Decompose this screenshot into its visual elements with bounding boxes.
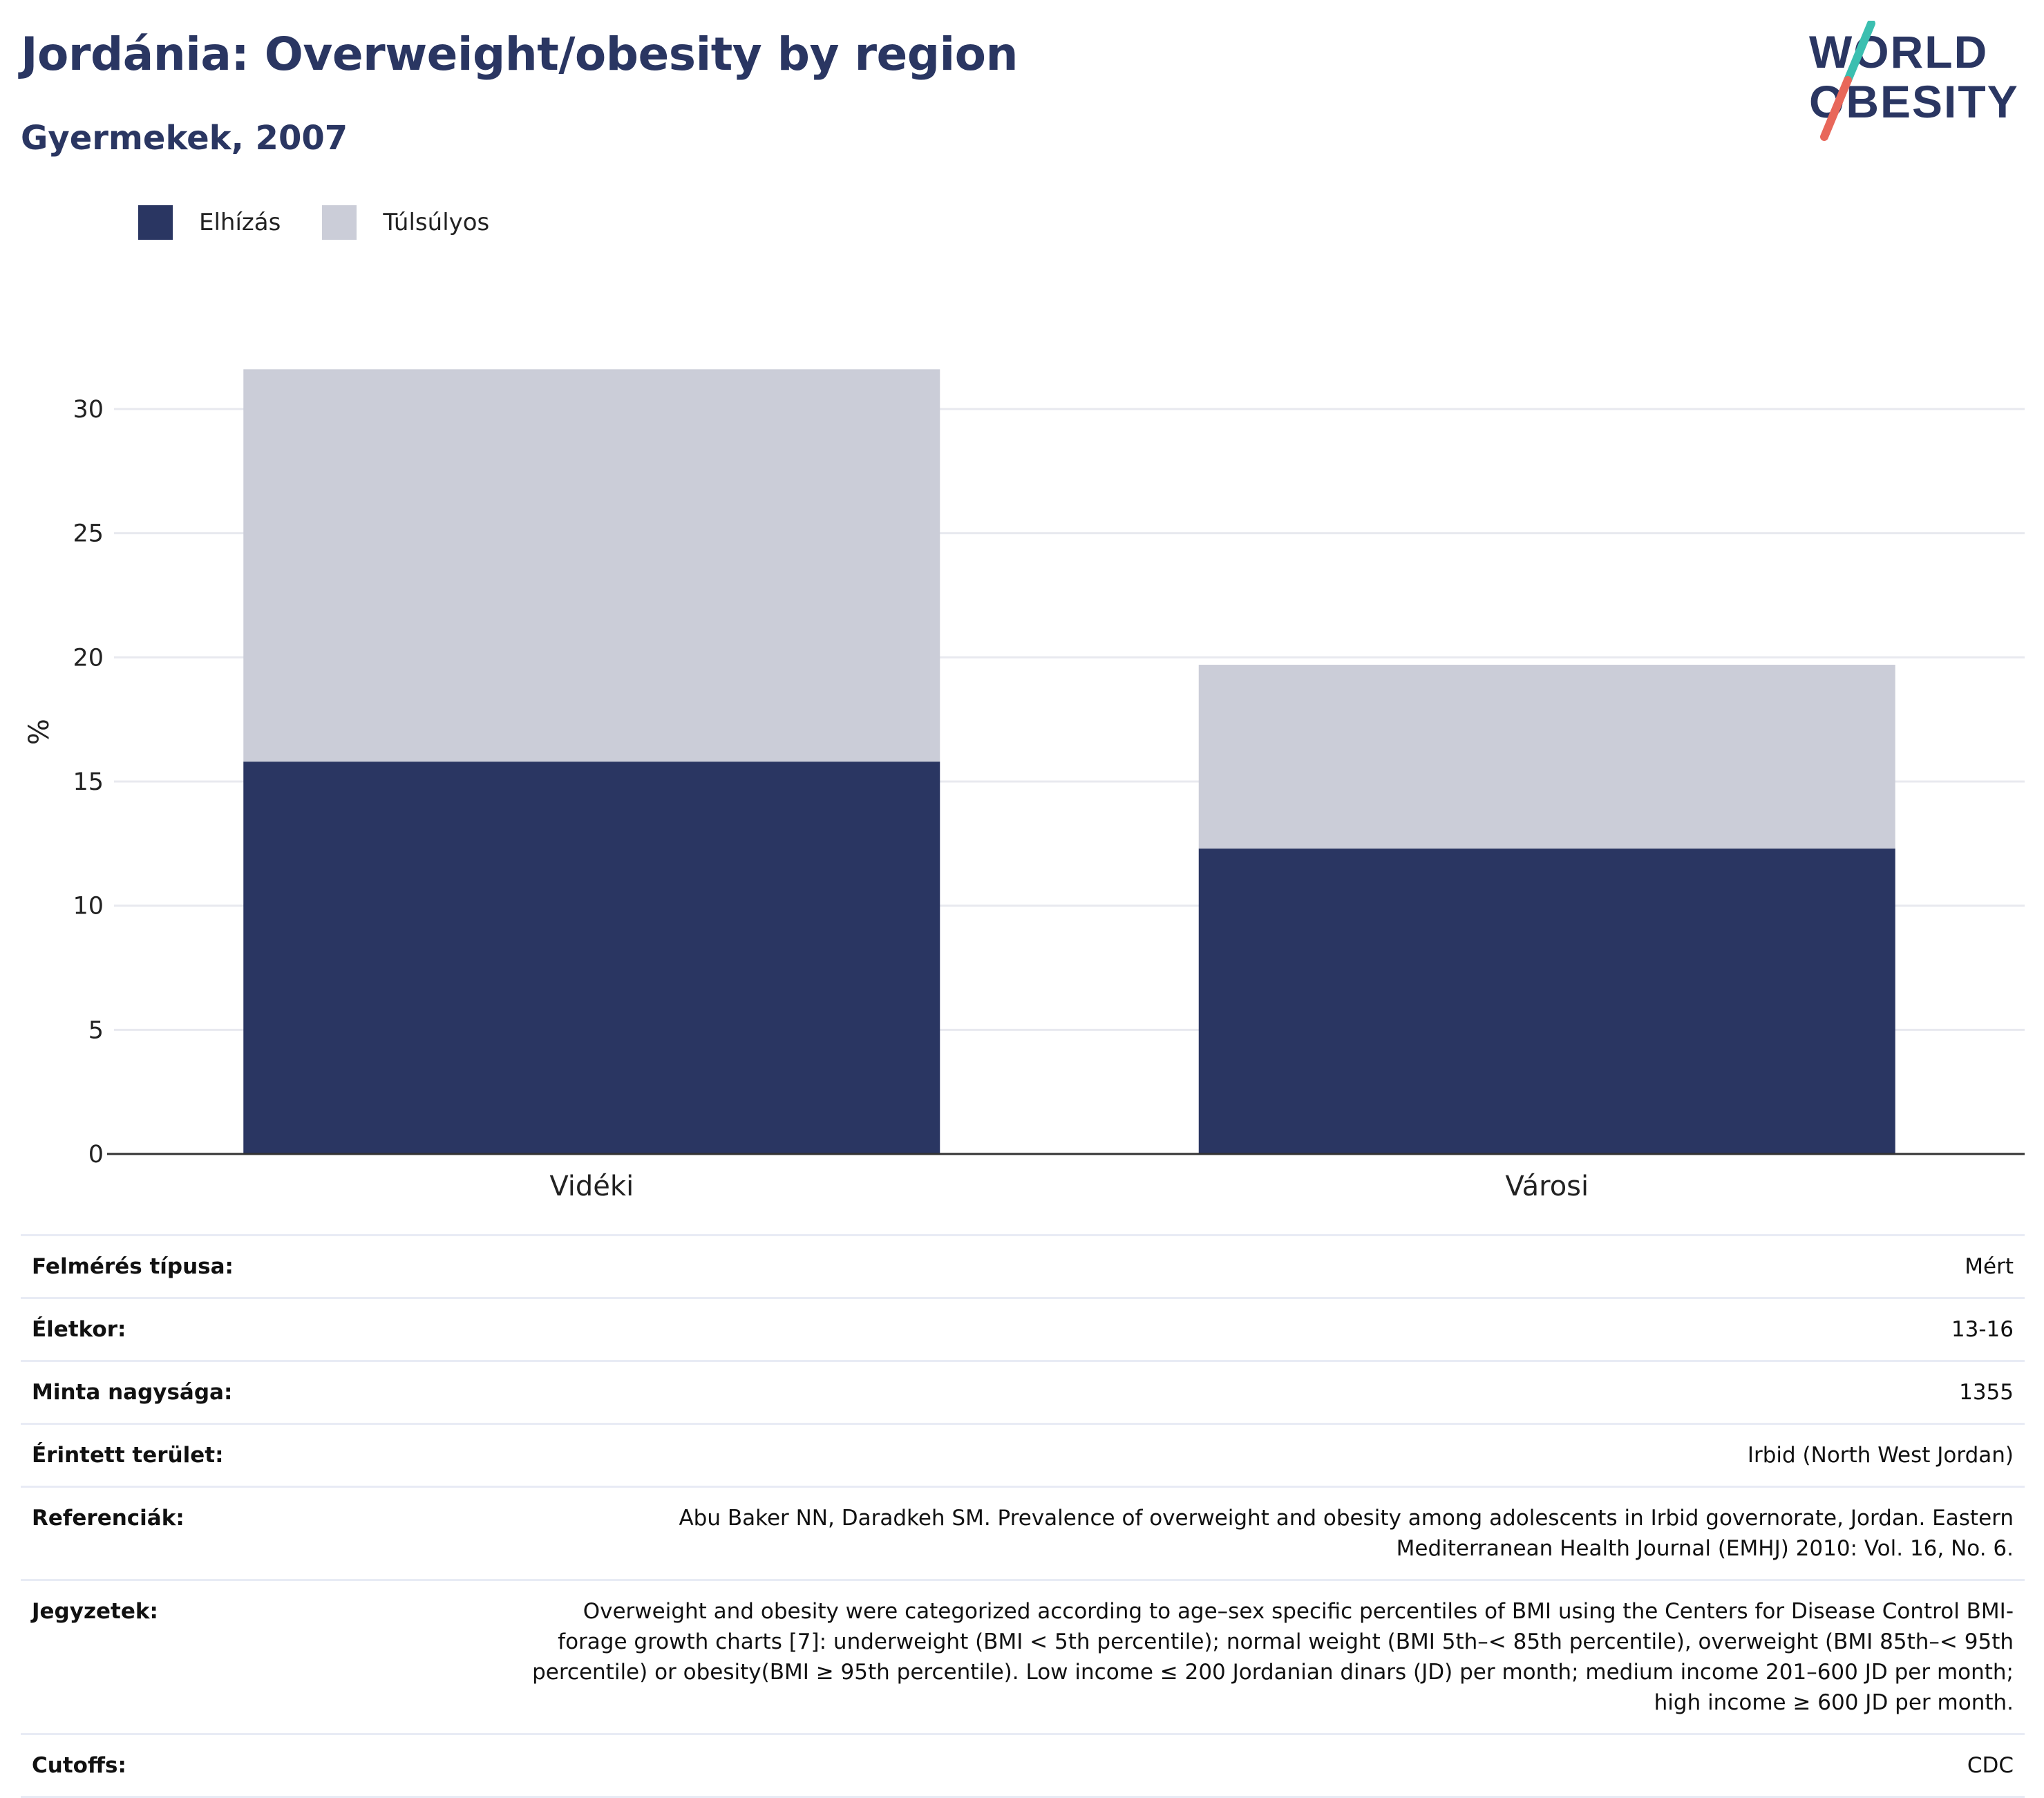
info-value: 13-16 bbox=[515, 1297, 2025, 1361]
y-axis-label: % bbox=[23, 719, 55, 745]
y-tick-label: 20 bbox=[73, 644, 104, 672]
x-tick-label: Vidéki bbox=[549, 1171, 634, 1202]
logo-text-world: WORLD bbox=[1809, 26, 1988, 77]
y-tick-label: 10 bbox=[73, 893, 104, 920]
info-value: Irbid (North West Jordan) bbox=[515, 1423, 2025, 1487]
y-tick-label: 25 bbox=[73, 520, 104, 548]
legend-item-obese[interactable]: Elhízás bbox=[138, 205, 281, 240]
info-row: Érintett terület: Irbid (North West Jorda… bbox=[21, 1423, 2025, 1487]
chart-title: Jordánia: Overweight/obesity by region bbox=[21, 28, 1019, 81]
info-key: Minta nagysága: bbox=[21, 1360, 515, 1424]
info-row: Jegyzetek: Overweight and obesity were ca… bbox=[21, 1579, 2025, 1734]
info-value: Overweight and obesity were categorized … bbox=[515, 1579, 2025, 1734]
logo-slash-bottom bbox=[1820, 76, 1852, 141]
x-tick-label: Városi bbox=[1505, 1171, 1589, 1202]
logo-slash-top bbox=[1844, 21, 1875, 84]
info-key: Felmérés típusa: bbox=[21, 1234, 515, 1298]
legend-label-overweight: Túlsúlyos bbox=[383, 209, 490, 236]
info-row: Felmérés típusa: Mért bbox=[21, 1234, 2025, 1298]
y-tick-label: 0 bbox=[88, 1141, 104, 1168]
legend-label-obese: Elhízás bbox=[199, 209, 281, 236]
y-tick-label: 30 bbox=[73, 396, 104, 424]
y-tick-label: 15 bbox=[73, 768, 104, 796]
chart-subtitle: Gyermekek, 2007 bbox=[21, 119, 348, 158]
info-row: Életkor: 13-16 bbox=[21, 1297, 2025, 1361]
legend-swatch-overweight bbox=[322, 205, 357, 240]
info-value: 1355 bbox=[515, 1360, 2025, 1424]
info-value: Abu Baker NN, Daradkeh SM. Prevalence of… bbox=[515, 1486, 2025, 1580]
info-key: Referenciák: bbox=[21, 1486, 515, 1580]
bar-chart: 0 5 10 15 20 25 30% Vidéki Városi bbox=[23, 369, 2025, 1202]
info-key: Érintett terület: bbox=[21, 1423, 515, 1487]
bar-overweight-0 bbox=[243, 369, 940, 762]
legend-swatch-obese bbox=[138, 205, 173, 240]
info-value: Mért bbox=[515, 1234, 2025, 1298]
info-row: Minta nagysága: 1355 bbox=[21, 1360, 2025, 1424]
bar-overweight-1 bbox=[1198, 665, 1895, 849]
survey-info-table: Felmérés típusa: Mért Életkor: 13-16 Minta n… bbox=[21, 1234, 2025, 1798]
y-tick-label: 5 bbox=[88, 1016, 104, 1044]
chart-legend: Elhízás Túlsúlyos bbox=[138, 205, 531, 240]
legend-item-overweight[interactable]: Túlsúlyos bbox=[322, 205, 489, 240]
bar-obese-0 bbox=[243, 761, 940, 1154]
info-row: Referenciák: Abu Baker NN, Daradkeh SM. P… bbox=[21, 1486, 2025, 1580]
info-key: Jegyzetek: bbox=[21, 1579, 515, 1734]
info-key: Életkor: bbox=[21, 1297, 515, 1361]
world-obesity-logo: WORLD OBESITY bbox=[1809, 21, 2018, 141]
bar-obese-1 bbox=[1198, 848, 1895, 1154]
